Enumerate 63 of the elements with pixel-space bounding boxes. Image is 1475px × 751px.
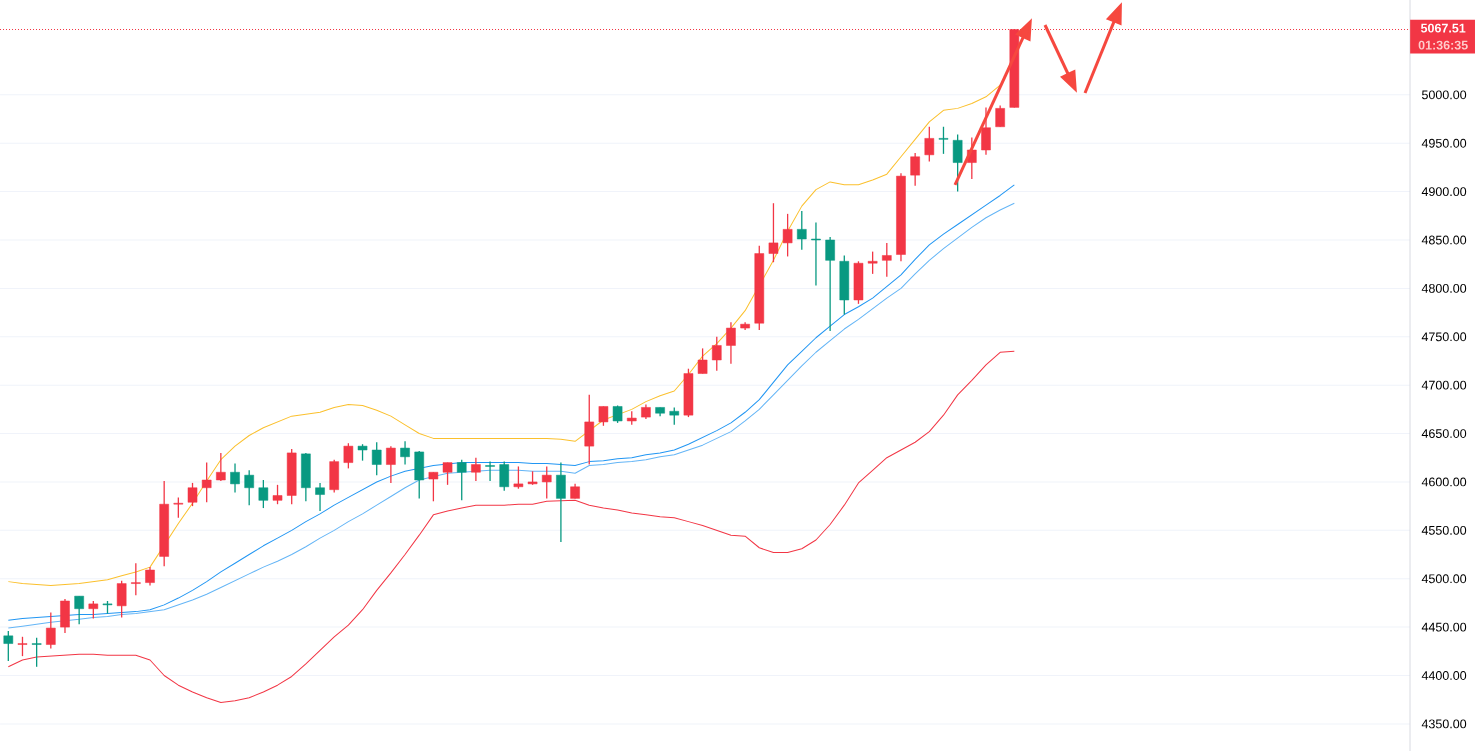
candlestick	[471, 457, 481, 482]
y-tick-label: 4800.00	[1421, 283, 1467, 293]
candlestick	[116, 580, 127, 619]
candlestick	[952, 133, 963, 193]
candlestick	[711, 336, 722, 372]
candlestick	[272, 484, 283, 505]
candlestick	[782, 213, 793, 258]
candlestick	[882, 242, 892, 278]
candlestick	[131, 562, 141, 596]
candlestick	[811, 221, 821, 287]
candlestick	[400, 440, 410, 466]
candlestick	[46, 611, 56, 650]
candlestick	[513, 465, 524, 490]
y-tick-label: 4850.00	[1421, 235, 1467, 245]
candlestick	[938, 126, 949, 155]
candlestick	[343, 442, 354, 470]
candlestick	[924, 126, 935, 163]
candlestick	[697, 347, 708, 375]
candlestick	[145, 566, 155, 587]
candlestick	[726, 321, 736, 365]
candlestick	[230, 462, 240, 494]
candlestick	[797, 210, 807, 251]
y-tick-label: 4700.00	[1421, 380, 1467, 390]
candlestick	[258, 479, 269, 509]
candlestick	[386, 445, 396, 484]
candlestick	[31, 637, 42, 668]
candlestick	[442, 461, 453, 486]
candlestick	[556, 461, 566, 543]
candlestick	[17, 636, 28, 657]
y-tick-label: 4450.00	[1421, 622, 1467, 632]
ref-line-label: 5067.51	[1420, 23, 1466, 33]
candlestick	[499, 460, 510, 492]
candlestick	[485, 460, 495, 482]
candlestick	[216, 452, 226, 482]
candlestick	[201, 461, 212, 503]
candlestick	[456, 459, 467, 501]
y-tick-label: 5000.00	[1421, 90, 1467, 100]
candlestick	[981, 106, 991, 156]
candlestick	[995, 104, 1005, 128]
y-tick-label: 4500.00	[1421, 574, 1467, 584]
candlestick	[867, 250, 878, 275]
y-tick-label: 4400.00	[1421, 671, 1467, 680]
y-tick-label: 4900.00	[1421, 187, 1467, 197]
candlestick	[428, 471, 439, 502]
y-tick-label: 4350.00	[1421, 719, 1467, 729]
candlestick	[244, 469, 254, 506]
candlestick	[598, 405, 609, 427]
candlestick	[541, 465, 552, 500]
candlestick	[371, 441, 382, 476]
candlestick	[768, 202, 779, 263]
candlestick	[315, 482, 325, 512]
y-tick-label: 4950.00	[1421, 138, 1467, 148]
y-tick-label: 4650.00	[1421, 429, 1467, 438]
candlestick	[173, 496, 184, 519]
y-tick-label: 4750.00	[1421, 332, 1467, 342]
candlestick	[187, 482, 198, 507]
candlestick	[910, 152, 920, 187]
y-tick-label: 4600.00	[1421, 477, 1467, 487]
candlestick	[825, 236, 835, 332]
y-tick-label: 4550.00	[1421, 525, 1467, 535]
candlestick	[3, 630, 14, 662]
text: 01:36:35	[1418, 40, 1468, 50]
candlestick	[74, 595, 84, 625]
